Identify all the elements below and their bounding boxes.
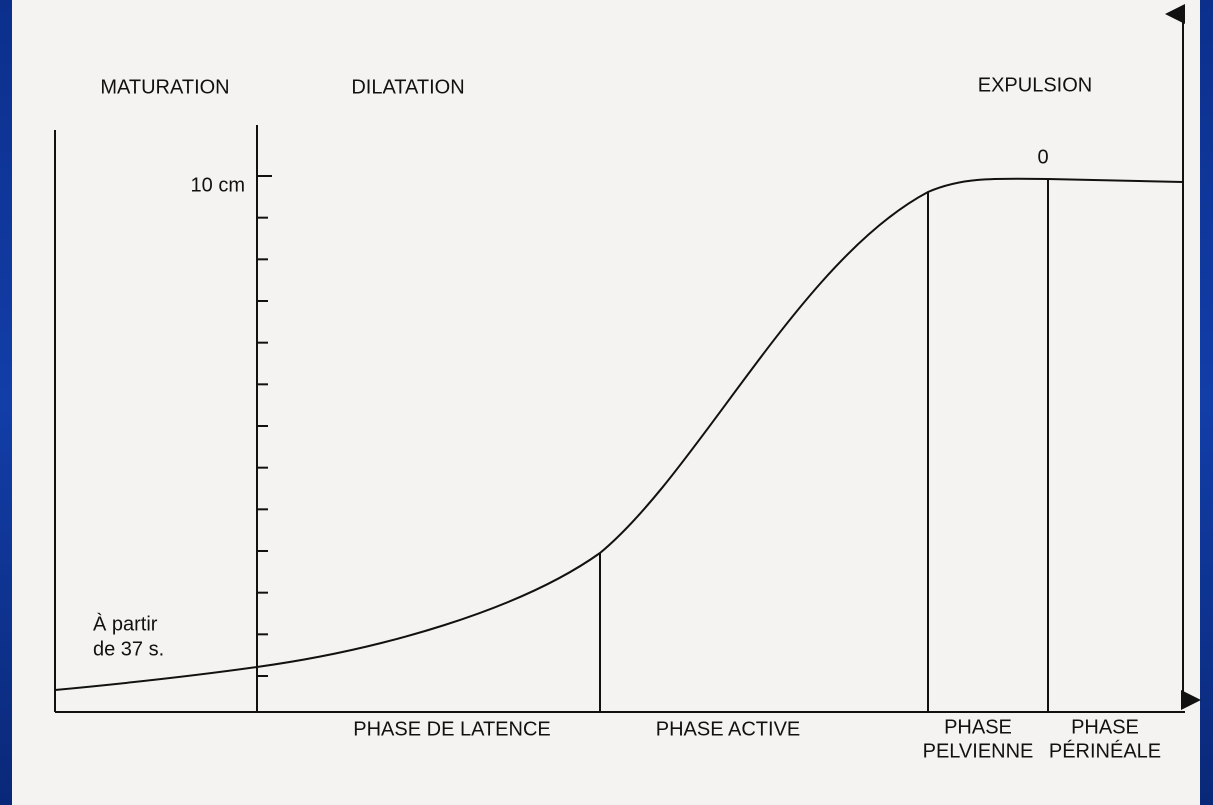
phase-label: PHASE ACTIVE	[656, 718, 801, 740]
diagram: MATURATION DILATATION EXPULSION 10 cm 0 …	[0, 0, 1213, 805]
phase-label: PHASE	[1071, 716, 1139, 738]
header-label: MATURATION	[100, 76, 229, 98]
note: de 37 s.	[93, 638, 164, 660]
page: MATURATION DILATATION EXPULSION 10 cm 0 …	[0, 0, 1213, 805]
header-label: DILATATION	[351, 76, 464, 98]
phase-label: PHASE DE LATENCE	[353, 718, 550, 740]
axis-label: 10 cm	[191, 174, 245, 196]
phase-label: PÉRINÉALE	[1049, 739, 1161, 762]
header-label: EXPULSION	[978, 74, 1092, 96]
note: À partir	[93, 612, 158, 635]
phase-label: PHASE	[944, 716, 1012, 738]
axis-label: 0	[1037, 146, 1048, 168]
phase-label: PELVIENNE	[923, 740, 1034, 762]
panel	[12, 0, 1200, 805]
